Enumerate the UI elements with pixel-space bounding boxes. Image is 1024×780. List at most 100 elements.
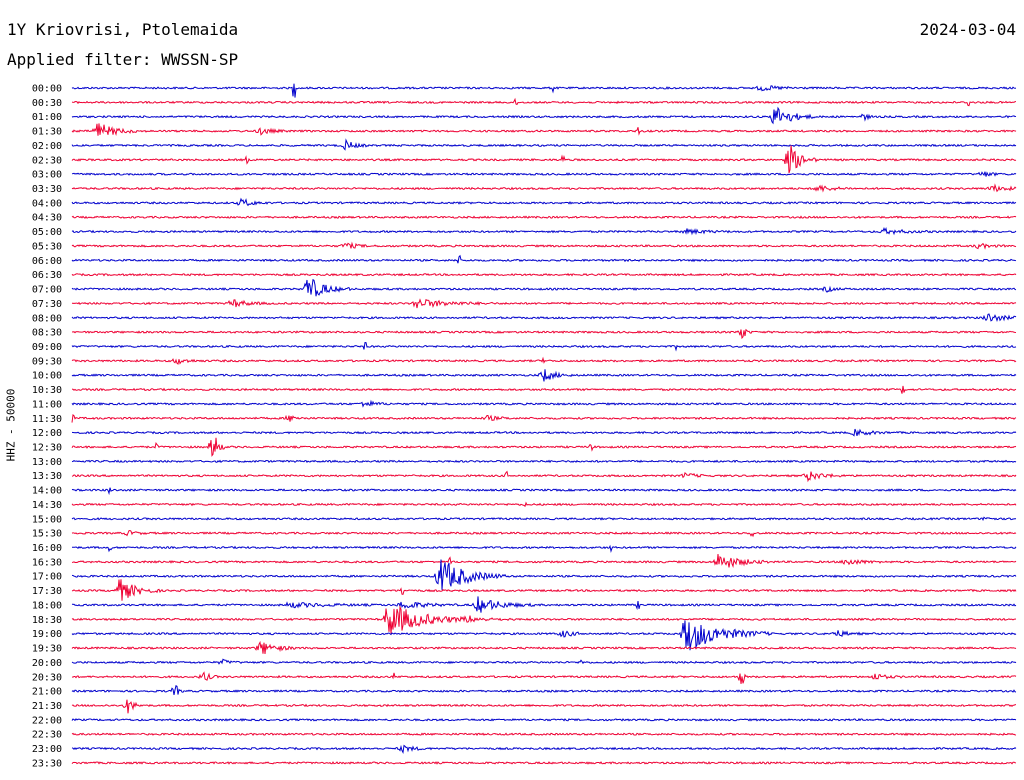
- seismic-traces: [71, 83, 1017, 765]
- time-label-2130: 21:30: [32, 701, 62, 712]
- trace-row-1000: [71, 369, 1017, 382]
- time-label-1730: 17:30: [32, 586, 62, 597]
- time-label-1630: 16:30: [32, 557, 62, 568]
- time-label-0430: 04:30: [32, 213, 62, 224]
- trace-row-2300: [71, 744, 1017, 754]
- time-label-1600: 16:00: [32, 543, 62, 554]
- filter-label: Applied filter: WWSSN-SP: [7, 50, 239, 69]
- trace-row-2230: [71, 732, 1017, 737]
- trace-row-1930: [71, 640, 1017, 655]
- trace-row-1030: [71, 385, 1017, 394]
- trace-row-0300: [71, 171, 1017, 177]
- trace-row-0630: [71, 272, 1017, 277]
- time-label-0130: 01:30: [32, 127, 62, 138]
- time-label-1700: 17:00: [32, 572, 62, 583]
- trace-row-0330: [71, 183, 1017, 193]
- trace-row-2030: [71, 671, 1017, 684]
- time-label-2030: 20:30: [32, 672, 62, 683]
- time-label-1800: 18:00: [32, 600, 62, 611]
- time-label-0100: 01:00: [32, 112, 62, 123]
- time-label-1230: 12:30: [32, 443, 62, 454]
- time-label-1500: 15:00: [32, 514, 62, 525]
- time-label-1530: 15:30: [32, 529, 62, 540]
- trace-row-0000: [71, 83, 1017, 98]
- trace-row-1100: [71, 399, 1017, 408]
- trace-row-0700: [71, 278, 1017, 297]
- time-label-0700: 07:00: [32, 285, 62, 296]
- time-label-0030: 00:30: [32, 98, 62, 109]
- station-title: 1Y Kriovrisi, Ptolemaida: [7, 20, 239, 39]
- time-label-0730: 07:30: [32, 299, 62, 310]
- trace-row-0730: [71, 298, 1017, 309]
- trace-row-1400: [71, 487, 1017, 496]
- trace-row-0230: [71, 145, 1017, 174]
- time-label-1930: 19:30: [32, 644, 62, 655]
- trace-row-1730: [71, 579, 1017, 601]
- trace-row-0900: [71, 341, 1017, 352]
- record-date: 2024-03-04: [919, 20, 1016, 39]
- trace-row-1900: [71, 620, 1017, 651]
- trace-row-0800: [71, 313, 1017, 323]
- time-label-0600: 06:00: [32, 256, 62, 267]
- trace-row-1700: [71, 559, 1017, 590]
- time-label-2230: 22:30: [32, 730, 62, 741]
- time-label-0900: 09:00: [32, 342, 62, 353]
- time-label-0530: 05:30: [32, 241, 62, 252]
- time-label-1430: 14:30: [32, 500, 62, 511]
- time-label-1030: 10:30: [32, 385, 62, 396]
- trace-row-0200: [71, 138, 1017, 151]
- time-label-1130: 11:30: [32, 414, 62, 425]
- trace-row-1300: [71, 459, 1017, 464]
- time-label-2000: 20:00: [32, 658, 62, 669]
- time-labels: 00:00 00:30 01:00 01:30 02:00 02:30 03:00 03:30…: [32, 84, 62, 770]
- trace-row-0930: [71, 356, 1017, 365]
- trace-row-1230: [71, 437, 1017, 457]
- time-label-0930: 09:30: [32, 356, 62, 367]
- trace-row-0130: [71, 123, 1017, 137]
- time-label-1400: 14:00: [32, 486, 62, 497]
- trace-row-0600: [71, 254, 1017, 264]
- trace-row-0400: [71, 197, 1017, 207]
- trace-row-1600: [72, 544, 1017, 553]
- trace-row-0030: [71, 97, 1017, 107]
- time-label-0330: 03:30: [32, 184, 62, 195]
- time-label-0830: 08:30: [32, 328, 62, 339]
- trace-row-1130: [71, 414, 1017, 423]
- trace-row-2000: [71, 658, 1017, 665]
- trace-row-0500: [71, 226, 1017, 236]
- trace-row-1330: [71, 470, 1017, 483]
- trace-row-1830: [71, 605, 1017, 634]
- time-label-0200: 02:00: [32, 141, 62, 152]
- trace-row-1800: [71, 596, 1017, 613]
- time-label-0000: 00:00: [32, 84, 62, 95]
- time-label-2330: 23:30: [32, 758, 62, 769]
- trace-row-1630: [71, 553, 1017, 569]
- time-label-0300: 03:00: [32, 170, 62, 181]
- time-label-1000: 10:00: [32, 371, 62, 382]
- trace-row-2330: [71, 761, 1017, 765]
- trace-row-0830: [71, 328, 1017, 340]
- time-label-1330: 13:30: [32, 471, 62, 482]
- trace-row-0530: [71, 241, 1017, 250]
- time-label-1830: 18:30: [32, 615, 62, 626]
- time-label-1900: 19:00: [32, 629, 62, 640]
- trace-row-0430: [71, 215, 1017, 219]
- time-label-1100: 11:00: [32, 399, 62, 410]
- time-label-1300: 13:00: [32, 457, 62, 468]
- time-label-2100: 21:00: [32, 687, 62, 698]
- time-label-0230: 02:30: [32, 155, 62, 166]
- trace-row-2200: [71, 718, 1017, 722]
- trace-row-1430: [71, 501, 1017, 508]
- time-label-2200: 22:00: [32, 715, 62, 726]
- trace-row-2100: [71, 685, 1017, 695]
- time-label-1200: 12:00: [32, 428, 62, 439]
- trace-row-0100: [71, 106, 1017, 125]
- time-label-0400: 04:00: [32, 198, 62, 209]
- trace-row-1530: [71, 529, 1017, 538]
- trace-row-1200: [71, 428, 1017, 437]
- time-label-0500: 05:00: [32, 227, 62, 238]
- trace-row-2130: [71, 699, 1017, 714]
- time-label-0800: 08:00: [32, 313, 62, 324]
- time-label-2300: 23:00: [32, 744, 62, 755]
